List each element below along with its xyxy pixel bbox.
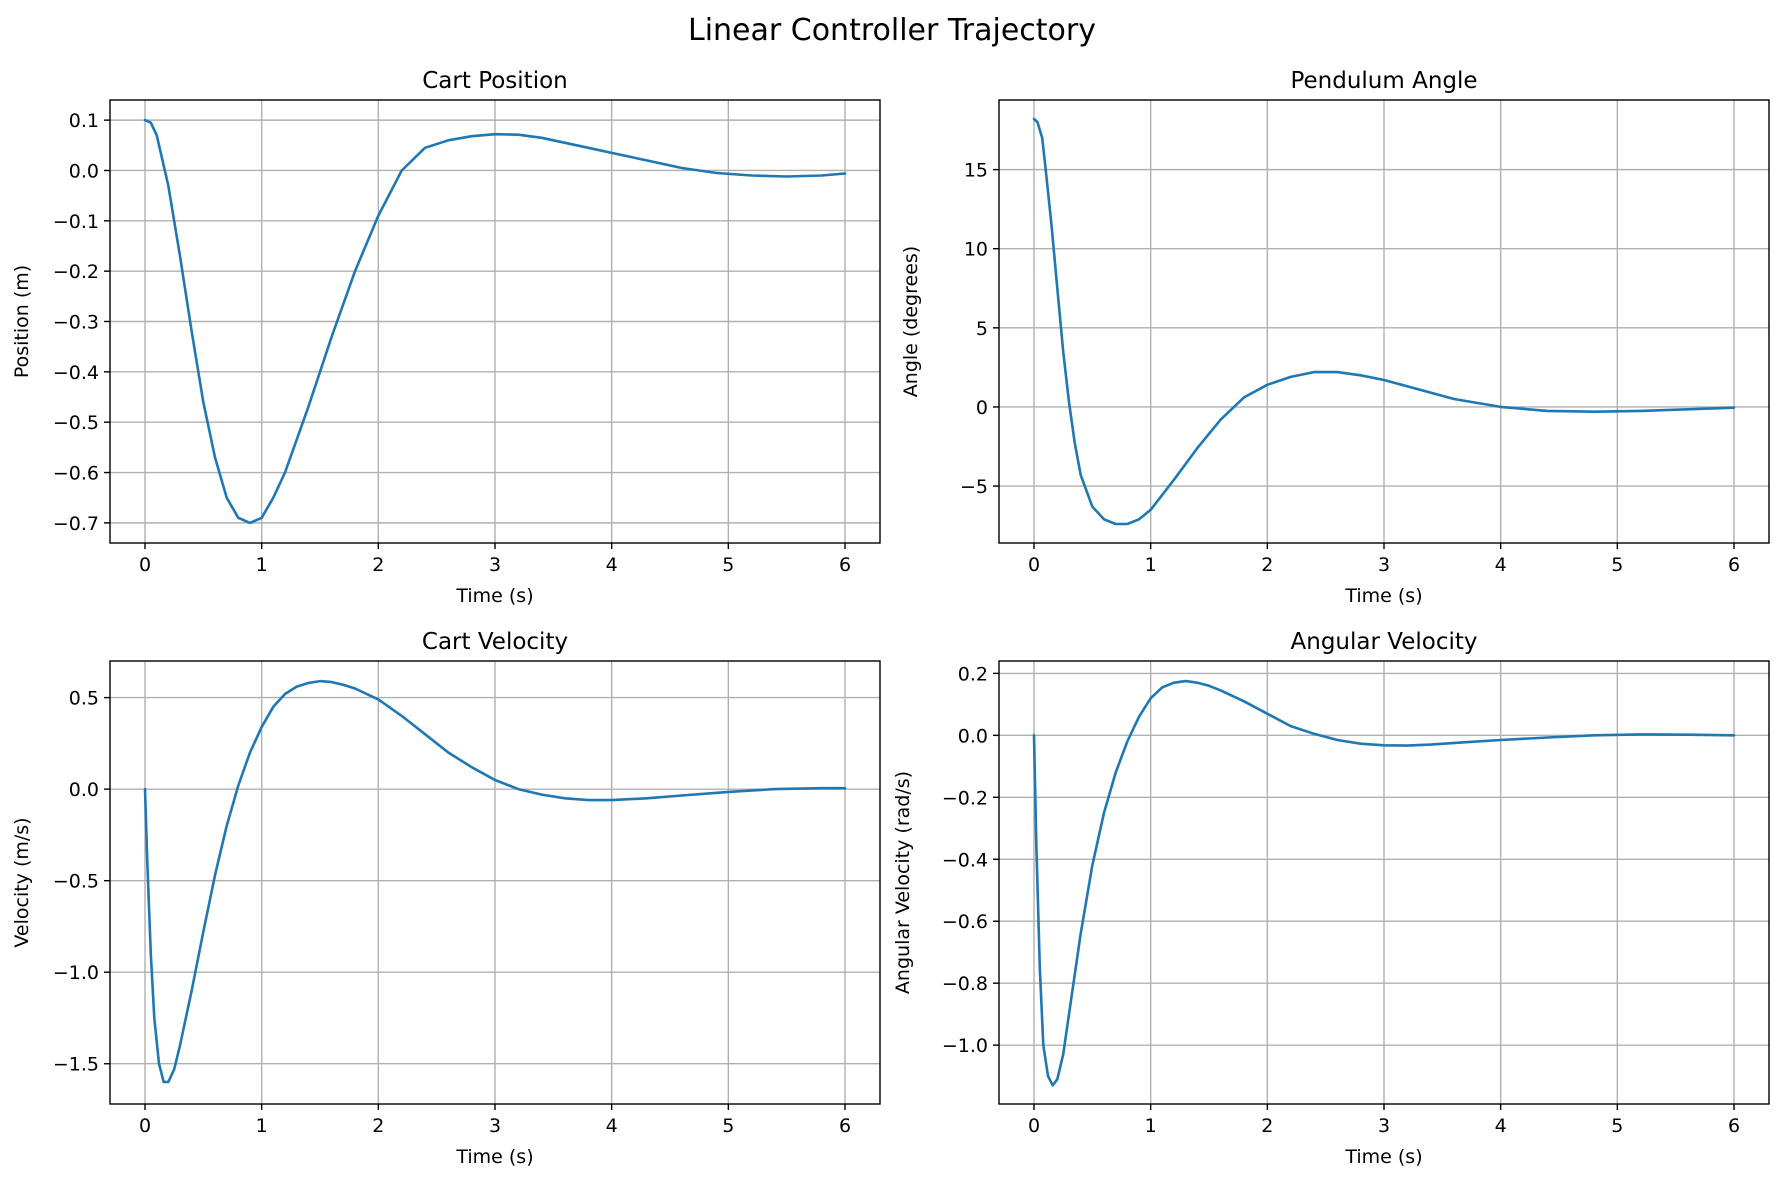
x-tick-label: 0 [139, 554, 151, 576]
x-tick-label: 4 [1495, 554, 1507, 576]
y-tick-label: 0.0 [69, 779, 99, 801]
y-tick-label: −0.7 [53, 513, 99, 535]
subplot-grid: 0 1 2 3 4 5 6 −0.7 −0.6 −0.5 −0.4 −0.3 −0.2 −0.1 0.0 0.… [11, 68, 1770, 1168]
x-tick-label: 6 [1728, 554, 1740, 576]
series-line [143, 118, 847, 525]
x-tick-label: 3 [1378, 554, 1390, 576]
y-axis-label: Velocity (m/s) [11, 817, 33, 947]
y-tick-label: 0.0 [958, 725, 988, 747]
subplot-title: Angular Velocity [1291, 629, 1478, 655]
x-tick-label: 4 [606, 554, 618, 576]
y-tick-label: −5 [960, 476, 988, 498]
x-axis-label: Time (s) [455, 585, 533, 607]
x-tick-label: 1 [256, 1115, 268, 1137]
y-tick-label: −0.1 [53, 211, 99, 233]
y-tick-label: −0.6 [53, 463, 99, 485]
y-axis-label: Position (m) [11, 265, 33, 378]
y-tick-label: 5 [976, 318, 988, 340]
x-axis-label: Time (s) [1344, 585, 1422, 607]
x-tick-label: 0 [1028, 554, 1040, 576]
y-tick-label: 0.2 [958, 663, 988, 685]
x-tick-label: 6 [839, 554, 851, 576]
y-tick-label: −0.2 [53, 261, 99, 283]
x-tick-label: 5 [1611, 554, 1623, 576]
x-tick-label: 6 [839, 1115, 851, 1137]
y-tick-label: 10 [964, 239, 988, 261]
subplot-1: 0 1 2 3 4 5 6 −0.7 −0.6 −0.5 −0.4 −0.3 −0.2 −0.1 0.0 0.… [11, 68, 881, 607]
x-tick-label: 1 [1145, 1115, 1157, 1137]
axes-frame [109, 660, 881, 1105]
subplot-title: Pendulum Angle [1290, 68, 1477, 94]
x-tick-label: 2 [1261, 554, 1273, 576]
y-tick-label: 0.0 [69, 160, 99, 182]
y-tick-label: −0.4 [53, 362, 99, 384]
y-axis-label: Angular Velocity (rad/s) [892, 771, 914, 994]
x-tick-label: 6 [1728, 1115, 1740, 1137]
subplot-3: 0 1 2 3 4 5 6 −1.5 −1.0 −0.5 0.0 0.5 Cart Velocity Ti… [11, 629, 881, 1168]
y-axis-label: Angle (degrees) [900, 246, 922, 397]
y-tick-label: 15 [964, 160, 988, 182]
y-tick-label: −1.0 [942, 1035, 988, 1057]
y-tick-label: −0.3 [53, 312, 99, 334]
x-tick-label: 1 [256, 554, 268, 576]
y-tick-label: −0.4 [942, 849, 988, 871]
y-tick-label: −0.6 [942, 911, 988, 933]
x-tick-label: 2 [372, 1115, 384, 1137]
figure-title: Linear Controller Trajectory [688, 13, 1096, 48]
x-tick-label: 5 [722, 1115, 734, 1137]
y-tick-label: −0.8 [942, 973, 988, 995]
x-tick-label: 3 [489, 1115, 501, 1137]
y-tick-label: −0.5 [53, 871, 99, 893]
y-tick-label: −0.5 [53, 412, 99, 434]
axes-frame [998, 99, 1770, 544]
x-axis-label: Time (s) [1344, 1146, 1422, 1168]
x-tick-label: 5 [1611, 1115, 1623, 1137]
y-tick-label: 0.1 [69, 110, 99, 132]
axes-frame [998, 660, 1770, 1105]
x-axis-label: Time (s) [455, 1146, 533, 1168]
axes-frame [109, 99, 881, 544]
subplot-4: 0 1 2 3 4 5 6 −1.0 −0.8 −0.6 −0.4 −0.2 0.0 0.2 Angular… [892, 629, 1770, 1168]
x-tick-label: 5 [722, 554, 734, 576]
series-line [143, 679, 847, 1084]
x-tick-label: 0 [1028, 1115, 1040, 1137]
x-tick-label: 3 [489, 554, 501, 576]
series-line [1032, 679, 1736, 1087]
subplot-2: 0 1 2 3 4 5 6 −5 0 5 10 15 Pendulum Angle Time (s) Ang… [900, 68, 1770, 607]
x-tick-label: 0 [139, 1115, 151, 1137]
y-tick-label: 0 [976, 397, 988, 419]
x-tick-label: 2 [1261, 1115, 1273, 1137]
x-tick-label: 3 [1378, 1115, 1390, 1137]
x-tick-label: 4 [606, 1115, 618, 1137]
subplot-title: Cart Velocity [422, 629, 568, 655]
series-line [1032, 117, 1736, 526]
x-tick-label: 2 [372, 554, 384, 576]
y-tick-label: −0.2 [942, 787, 988, 809]
subplot-title: Cart Position [422, 68, 568, 94]
y-tick-label: −1.5 [53, 1054, 99, 1076]
x-tick-label: 1 [1145, 554, 1157, 576]
y-tick-label: −1.0 [53, 962, 99, 984]
x-tick-label: 4 [1495, 1115, 1507, 1137]
y-tick-label: 0.5 [69, 688, 99, 710]
